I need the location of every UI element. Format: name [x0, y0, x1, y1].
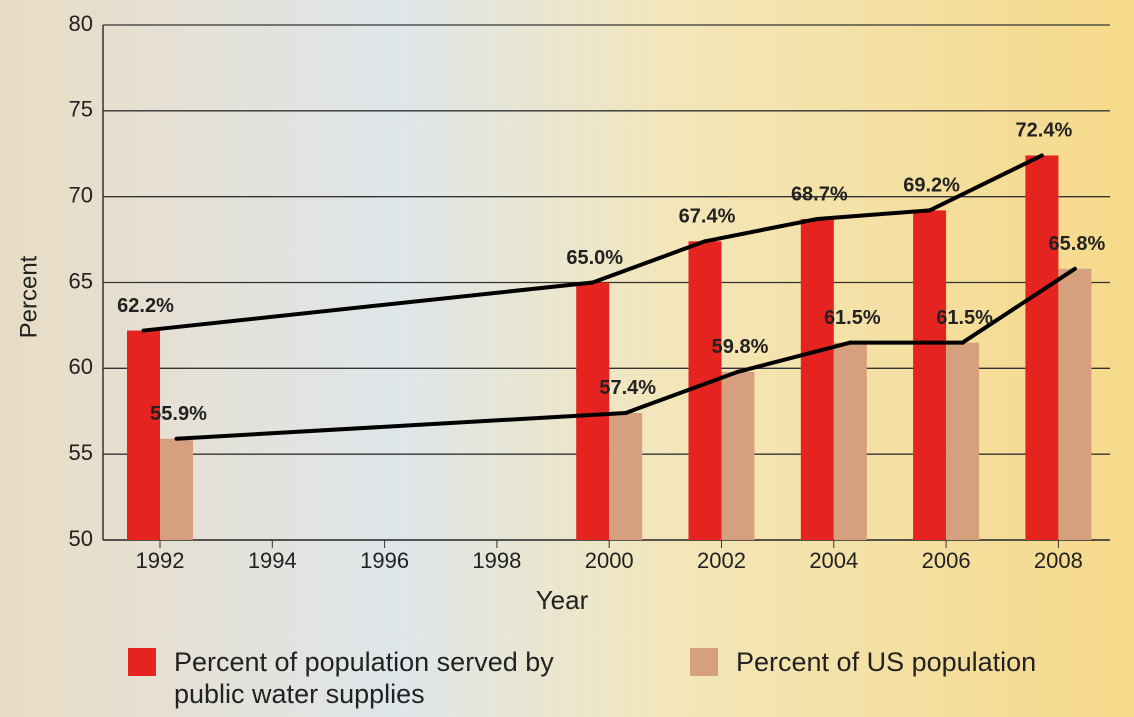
bar — [913, 210, 947, 540]
trend-line — [960, 266, 1077, 345]
x-axis-label: Year — [536, 585, 589, 615]
bar — [609, 412, 643, 540]
y-tick-label: 80 — [69, 11, 93, 36]
legend-swatch — [128, 648, 156, 676]
y-tick-label: 55 — [69, 440, 93, 465]
y-axis-label: Percent — [15, 255, 42, 338]
bar — [800, 218, 834, 540]
trend-line — [815, 208, 932, 221]
trend-line — [703, 216, 820, 244]
bar — [688, 241, 722, 541]
trend-line — [174, 410, 628, 441]
bar — [946, 342, 980, 540]
legend-label: Percent of population served by public w… — [174, 647, 554, 709]
bar — [160, 438, 193, 540]
bar — [127, 330, 160, 540]
x-tick-label: 2006 — [922, 548, 971, 573]
value-label: 61.5% — [824, 307, 881, 329]
value-label: 67.4% — [679, 206, 736, 228]
trend-line — [141, 280, 595, 333]
y-tick-label: 65 — [69, 268, 93, 293]
bar — [721, 371, 755, 540]
y-tick-label: 70 — [69, 182, 93, 207]
value-label: 65.0% — [566, 247, 623, 269]
x-tick-label: 2004 — [809, 548, 858, 573]
y-tick-label: 75 — [69, 97, 93, 122]
trend-line — [623, 369, 740, 415]
value-label: 59.8% — [712, 336, 769, 358]
x-tick-label: 1998 — [472, 548, 521, 573]
bar — [1058, 268, 1092, 540]
value-label: 69.2% — [903, 175, 960, 197]
legend-swatch — [690, 648, 718, 676]
trend-line — [736, 340, 853, 374]
x-tick-label: 1994 — [248, 548, 297, 573]
bar — [576, 282, 610, 540]
value-label: 57.4% — [599, 377, 656, 399]
x-tick-label: 2000 — [585, 548, 634, 573]
legend-label: Percent of US population — [736, 647, 1037, 677]
value-label: 62.2% — [117, 295, 174, 317]
x-tick-label: 1992 — [136, 548, 185, 573]
x-tick-label: 2008 — [1034, 548, 1083, 573]
y-tick-label: 50 — [69, 526, 93, 551]
trend-line — [590, 239, 707, 285]
value-label: 55.9% — [150, 403, 207, 425]
x-tick-label: 2002 — [697, 548, 746, 573]
x-tick-label: 1996 — [360, 548, 409, 573]
trend-line — [927, 153, 1044, 213]
value-label: 68.7% — [791, 183, 848, 205]
value-label: 61.5% — [936, 307, 993, 329]
value-label: 72.4% — [1016, 120, 1073, 142]
y-tick-label: 60 — [69, 354, 93, 379]
bar — [833, 342, 867, 540]
value-label: 65.8% — [1049, 233, 1106, 255]
bar — [1025, 155, 1059, 540]
